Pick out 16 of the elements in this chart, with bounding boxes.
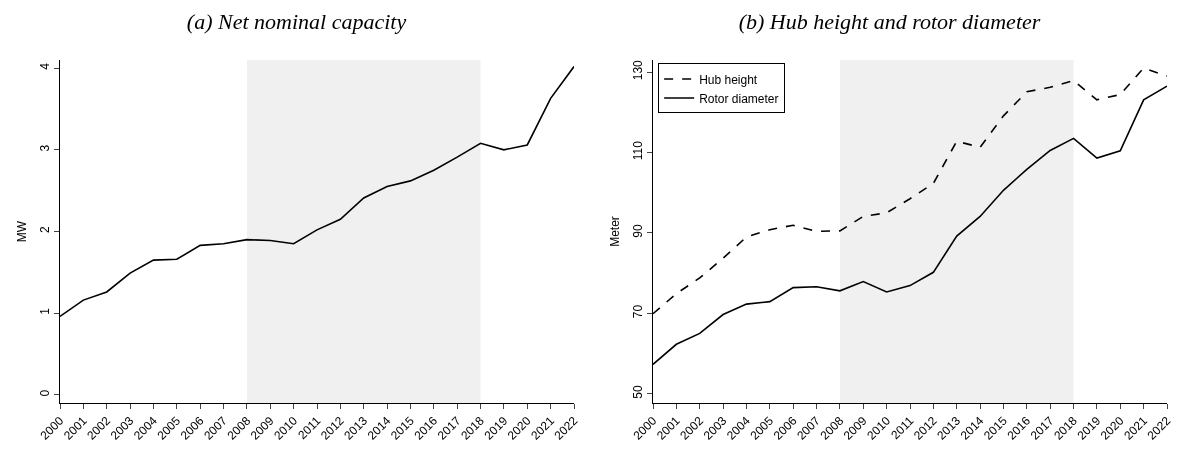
y-axis-title: MW — [15, 220, 29, 243]
y-tick-label: 50 — [631, 384, 646, 399]
y-tick-label: 4 — [38, 62, 53, 70]
chart-title: (a) Net nominal capacity — [186, 9, 407, 35]
y-tick-label: 70 — [631, 304, 646, 319]
y-tick-label: 90 — [631, 224, 646, 238]
y-tick-label: 0 — [38, 389, 53, 397]
legend-label: Rotor diameter — [699, 91, 779, 106]
y-axis-title: Meter — [608, 216, 622, 247]
y-tick-label: 3 — [38, 144, 53, 152]
y-tick-label: 130 — [631, 59, 646, 81]
chart-title: (b) Hub height and rotor diameter — [738, 9, 1041, 35]
y-tick-label: 110 — [631, 140, 646, 161]
y-tick-label: 1 — [38, 307, 53, 315]
y-tick-label: 2 — [38, 226, 53, 234]
legend-label: Hub height — [699, 72, 758, 87]
